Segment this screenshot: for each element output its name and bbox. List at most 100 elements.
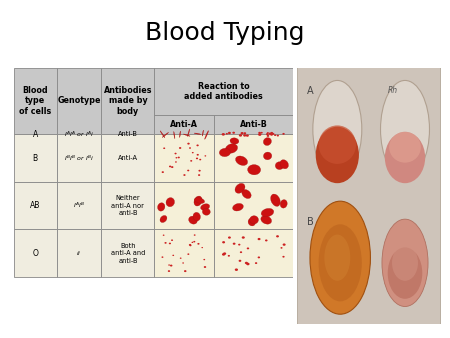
Ellipse shape (192, 152, 194, 153)
Ellipse shape (261, 216, 272, 224)
Bar (101, 230, 154, 277)
Ellipse shape (179, 147, 181, 149)
Ellipse shape (187, 254, 189, 255)
Ellipse shape (247, 247, 249, 249)
Ellipse shape (183, 174, 185, 176)
Text: O: O (32, 249, 38, 258)
FancyBboxPatch shape (297, 65, 441, 327)
Ellipse shape (202, 247, 203, 248)
Ellipse shape (174, 131, 175, 139)
Ellipse shape (196, 158, 198, 159)
Ellipse shape (171, 166, 173, 168)
Ellipse shape (189, 216, 197, 224)
Text: Anti-B: Anti-B (239, 120, 267, 129)
Ellipse shape (187, 170, 189, 171)
Text: Reaction to
added antibodies: Reaction to added antibodies (184, 82, 263, 101)
Ellipse shape (205, 131, 208, 139)
Ellipse shape (175, 161, 177, 163)
Ellipse shape (192, 242, 193, 243)
Ellipse shape (258, 133, 261, 136)
Ellipse shape (178, 156, 180, 158)
Ellipse shape (198, 174, 200, 176)
Ellipse shape (184, 270, 186, 272)
Ellipse shape (246, 135, 249, 137)
Ellipse shape (381, 80, 429, 178)
Bar (57, 230, 101, 277)
Ellipse shape (184, 134, 190, 136)
Text: $ii$: $ii$ (76, 249, 82, 257)
Ellipse shape (243, 134, 246, 137)
Bar (14, 68, 57, 135)
Ellipse shape (270, 132, 273, 134)
Ellipse shape (255, 262, 257, 264)
Bar (214, 115, 292, 135)
Text: Anti-B: Anti-B (118, 131, 138, 137)
Ellipse shape (226, 133, 228, 135)
Ellipse shape (239, 134, 242, 137)
Text: Antibodies
made by
body: Antibodies made by body (104, 86, 152, 116)
Bar (154, 115, 214, 135)
Ellipse shape (160, 131, 165, 138)
Text: Blood Typing: Blood Typing (145, 21, 305, 46)
Ellipse shape (250, 216, 258, 224)
Ellipse shape (182, 262, 184, 264)
Ellipse shape (282, 256, 285, 258)
Ellipse shape (248, 218, 256, 226)
Bar (101, 68, 154, 135)
Ellipse shape (277, 135, 279, 137)
Ellipse shape (228, 255, 230, 257)
Ellipse shape (164, 242, 166, 244)
Ellipse shape (194, 198, 205, 203)
Ellipse shape (274, 134, 276, 136)
Ellipse shape (242, 190, 251, 198)
Ellipse shape (202, 208, 210, 215)
Bar (154, 230, 214, 277)
Ellipse shape (172, 255, 174, 256)
Ellipse shape (270, 134, 273, 136)
Ellipse shape (188, 129, 190, 137)
Ellipse shape (267, 132, 269, 134)
Ellipse shape (261, 132, 263, 134)
Ellipse shape (203, 259, 205, 260)
Ellipse shape (389, 132, 421, 163)
Text: Blood
type
of cells: Blood type of cells (19, 86, 51, 116)
Ellipse shape (266, 133, 269, 135)
Ellipse shape (170, 265, 172, 267)
Text: Genotype: Genotype (57, 96, 101, 105)
Bar (101, 135, 154, 182)
Bar (14, 182, 57, 230)
Ellipse shape (242, 236, 245, 239)
Ellipse shape (194, 241, 195, 242)
Bar (14, 135, 57, 182)
Ellipse shape (246, 263, 250, 265)
Ellipse shape (222, 241, 225, 243)
Ellipse shape (158, 203, 165, 211)
Bar (57, 182, 101, 230)
Ellipse shape (261, 209, 274, 217)
Ellipse shape (238, 244, 240, 245)
Ellipse shape (204, 155, 206, 156)
Ellipse shape (194, 234, 196, 236)
Text: Anti-A: Anti-A (118, 155, 138, 161)
Ellipse shape (168, 264, 170, 266)
Ellipse shape (169, 243, 171, 244)
Bar (214, 135, 292, 182)
Ellipse shape (166, 198, 175, 207)
Bar (14, 230, 57, 277)
Ellipse shape (382, 219, 428, 307)
Ellipse shape (189, 147, 191, 149)
Ellipse shape (163, 147, 165, 149)
Ellipse shape (275, 162, 284, 170)
Ellipse shape (202, 130, 203, 136)
Ellipse shape (176, 157, 177, 159)
Text: Both
anti-A and
anti-B: Both anti-A and anti-B (111, 243, 145, 264)
Ellipse shape (265, 239, 268, 241)
Text: Rh: Rh (388, 86, 398, 95)
Text: $I^AI^B$: $I^AI^B$ (73, 201, 85, 210)
Ellipse shape (283, 243, 286, 246)
Ellipse shape (160, 215, 167, 222)
Bar (214, 182, 292, 230)
Ellipse shape (163, 235, 165, 236)
Ellipse shape (282, 133, 285, 135)
Text: A: A (307, 86, 314, 96)
